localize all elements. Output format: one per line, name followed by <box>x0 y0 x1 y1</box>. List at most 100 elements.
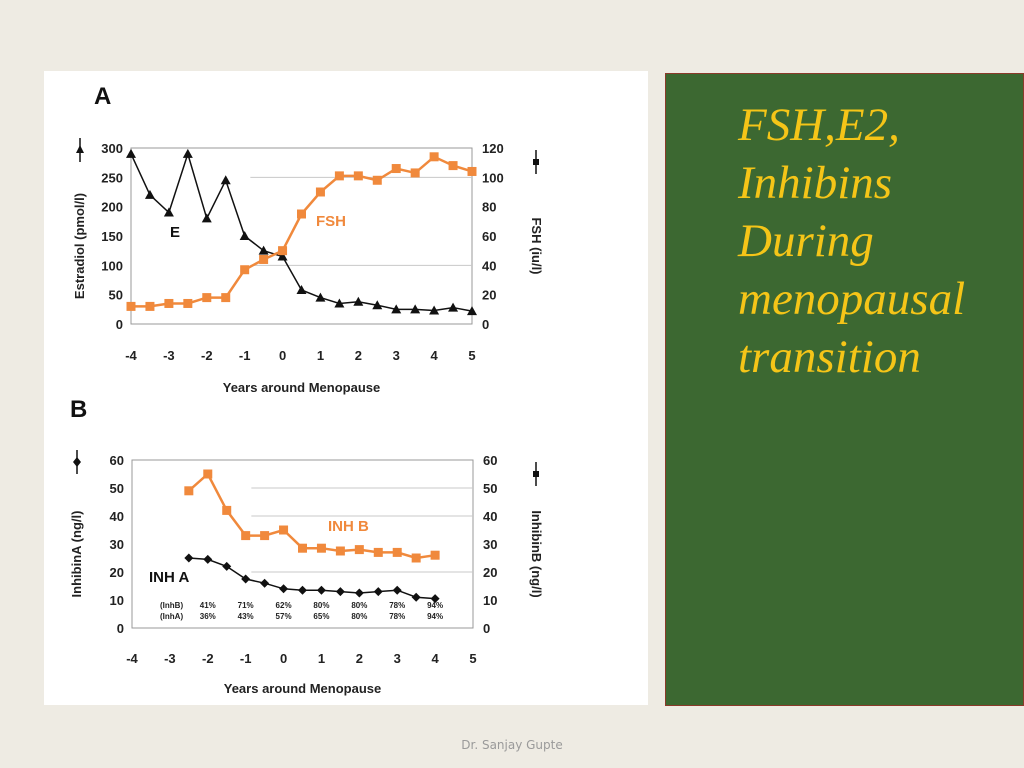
data-point-triangle <box>163 207 174 217</box>
x-tick-label: -4 <box>125 348 137 363</box>
y-left-tick-label: 50 <box>110 481 124 496</box>
data-point-square <box>354 545 364 555</box>
x-tick-label: -2 <box>201 348 213 363</box>
data-point-square <box>411 553 421 563</box>
data-point-diamond <box>430 594 440 604</box>
data-point-square <box>467 166 477 176</box>
y-right-tick-label: 10 <box>483 593 497 608</box>
data-point-square <box>241 531 251 541</box>
y-left-tick-label: 200 <box>101 200 123 215</box>
data-point-square <box>279 525 289 535</box>
series-label: INH B <box>328 518 369 535</box>
series-inh-a: INH A <box>149 553 440 604</box>
data-point-diamond <box>298 585 307 595</box>
y-right-tick-label: 50 <box>483 481 497 496</box>
x-tick-label: 4 <box>431 651 439 666</box>
x-tick-label: 3 <box>393 348 400 363</box>
series-fsh: FSH <box>126 152 477 311</box>
percent-value: 36% <box>200 612 216 621</box>
y-left-tick-label: 150 <box>101 229 123 244</box>
data-point-triangle <box>182 148 193 158</box>
panel-letter: B <box>70 396 87 423</box>
footer-author: Dr. Sanjay Gupte <box>461 738 563 752</box>
y-right-tick-label: 60 <box>483 453 497 468</box>
x-tick-label: 4 <box>430 348 438 363</box>
x-tick-label: 1 <box>317 348 324 363</box>
percent-value: 41% <box>200 601 216 610</box>
data-point-square <box>184 486 194 496</box>
data-point-square <box>334 171 344 181</box>
data-point-square <box>392 547 402 557</box>
data-point-square <box>222 505 232 515</box>
y-right-tick-label: 40 <box>483 509 497 524</box>
y-right-tick-label: 0 <box>482 317 489 332</box>
title-line: FSH,E2, <box>738 99 900 151</box>
y-right-tick-label: 100 <box>482 170 504 185</box>
data-point-triangle <box>467 306 477 316</box>
data-point-triangle <box>201 213 212 223</box>
x-tick-label: 5 <box>468 348 475 363</box>
percent-value: 78% <box>389 601 405 610</box>
x-tick-label: -2 <box>202 651 214 666</box>
percent-value: 78% <box>389 612 405 621</box>
series-label: INH A <box>149 569 189 586</box>
x-axis-title: Years around Menopause <box>223 380 381 395</box>
data-point-diamond <box>222 561 232 571</box>
y-right-tick-label: 30 <box>483 537 497 552</box>
percent-value: 80% <box>351 601 367 610</box>
x-tick-label: 0 <box>280 651 287 666</box>
data-point-square <box>221 293 231 303</box>
data-point-triangle <box>315 292 326 302</box>
data-point-diamond <box>316 585 326 595</box>
y-right-tick-label: 20 <box>482 288 496 303</box>
x-tick-label: -3 <box>164 651 176 666</box>
data-point-square <box>353 171 363 181</box>
x-tick-label: 3 <box>394 651 401 666</box>
data-point-square <box>335 546 345 556</box>
data-point-square <box>297 209 306 219</box>
percent-value: 57% <box>276 612 292 621</box>
percent-value: 62% <box>276 601 292 610</box>
axis-legend-triangle-marker <box>76 145 84 153</box>
y-right-axis-title: InhibinB (ng/l) <box>529 510 544 597</box>
y-left-tick-label: 0 <box>117 621 124 636</box>
x-tick-label: 5 <box>469 651 476 666</box>
charts-svg: A-4 -3 -2 -1 0 1 2 3 4 50501001502002503000204060… <box>69 83 544 696</box>
y-right-tick-label: 120 <box>482 141 504 156</box>
x-tick-label: 1 <box>318 651 325 666</box>
y-right-tick-label: 20 <box>483 565 497 580</box>
data-point-triangle <box>126 148 136 158</box>
x-tick-label: 2 <box>355 348 362 363</box>
data-point-square <box>429 152 439 162</box>
plot-frame <box>130 147 473 325</box>
title-panel: FSH,E2, Inhibins During menopausal trans… <box>665 73 1024 706</box>
title-line: Inhibins <box>738 157 893 209</box>
data-point-square <box>164 298 174 308</box>
title-line: menopausal <box>738 273 966 325</box>
y-left-tick-label: 250 <box>101 170 123 185</box>
y-left-axis-title: Estradiol (pmol/l) <box>72 193 87 299</box>
data-point-square <box>315 187 325 197</box>
y-left-tick-label: 40 <box>110 509 124 524</box>
data-point-diamond <box>184 553 194 563</box>
y-left-tick-label: 300 <box>101 141 123 156</box>
x-tick-label: -1 <box>239 348 251 363</box>
data-point-triangle <box>410 304 421 314</box>
data-point-triangle <box>220 175 231 185</box>
data-point-square <box>391 164 401 174</box>
percent-value: 80% <box>351 612 367 621</box>
data-point-triangle <box>296 284 307 294</box>
data-point-diamond <box>279 584 289 594</box>
percent-row-label: (InhA) <box>160 612 183 621</box>
y-left-tick-label: 50 <box>109 288 123 303</box>
y-right-axis-title: FSH (iu/l) <box>529 217 544 274</box>
x-tick-label: 0 <box>279 348 286 363</box>
data-point-triangle <box>391 304 402 314</box>
data-point-triangle <box>334 298 345 308</box>
data-point-square <box>298 543 307 553</box>
data-point-triangle <box>144 189 155 199</box>
y-left-axis-title: InhibinA (ng/l) <box>69 511 84 598</box>
data-point-diamond <box>260 578 270 588</box>
y-left-tick-label: 0 <box>116 317 123 332</box>
figure-area: A -4 -3 -2 -1 0 1 2 3 4 5 0 50 100 150 200 250 300 0 20 40 60… <box>44 71 648 705</box>
